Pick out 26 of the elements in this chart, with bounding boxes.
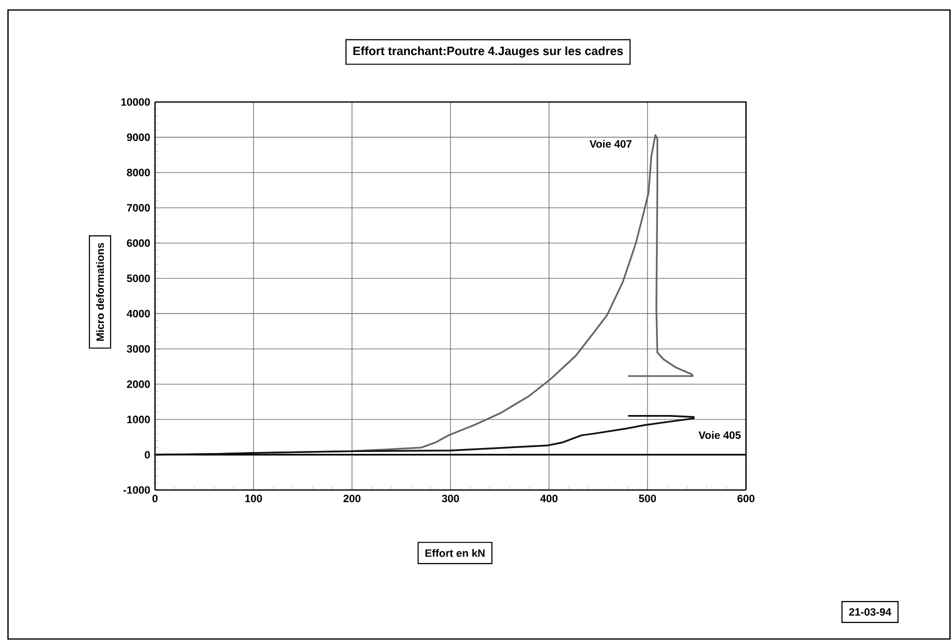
series-label: Voie 405 [698,431,741,439]
y-tick-label: 8000 [126,168,150,176]
x-tick-label: 400 [540,494,558,502]
chart-title: Effort tranchant:Poutre 4.Jauges sur les cadres [353,46,623,58]
y-tick-label: 7000 [127,204,150,212]
x-tick-label: 100 [245,494,262,502]
x-axis-title: Effort en kN [425,549,485,557]
y-tick-label: 1000 [127,416,150,424]
y-tick-label: 5000 [126,274,150,282]
line-series [154,415,695,456]
y-axis-title: Micro deformations [96,242,104,341]
y-tick-label: 3000 [126,345,150,353]
x-tick-label: 500 [638,494,656,502]
y-tick-label: 10000 [121,98,150,106]
y-tick-label: 0 [144,450,150,458]
y-tick-label: 9000 [126,133,150,142]
x-tick-label: 0 [152,494,158,502]
x-tick-label: 600 [737,494,754,502]
y-tick-label: 4000 [126,310,150,318]
x-tick-label: 300 [442,494,459,502]
y-tick-label: 6000 [126,239,150,247]
series-label: Voie 407 [590,140,632,148]
y-tick-label: 2000 [126,380,150,388]
text: 21-03-94 [849,608,892,616]
y-tick-label: -1000 [123,486,150,494]
x-tick-label: 200 [343,494,360,502]
